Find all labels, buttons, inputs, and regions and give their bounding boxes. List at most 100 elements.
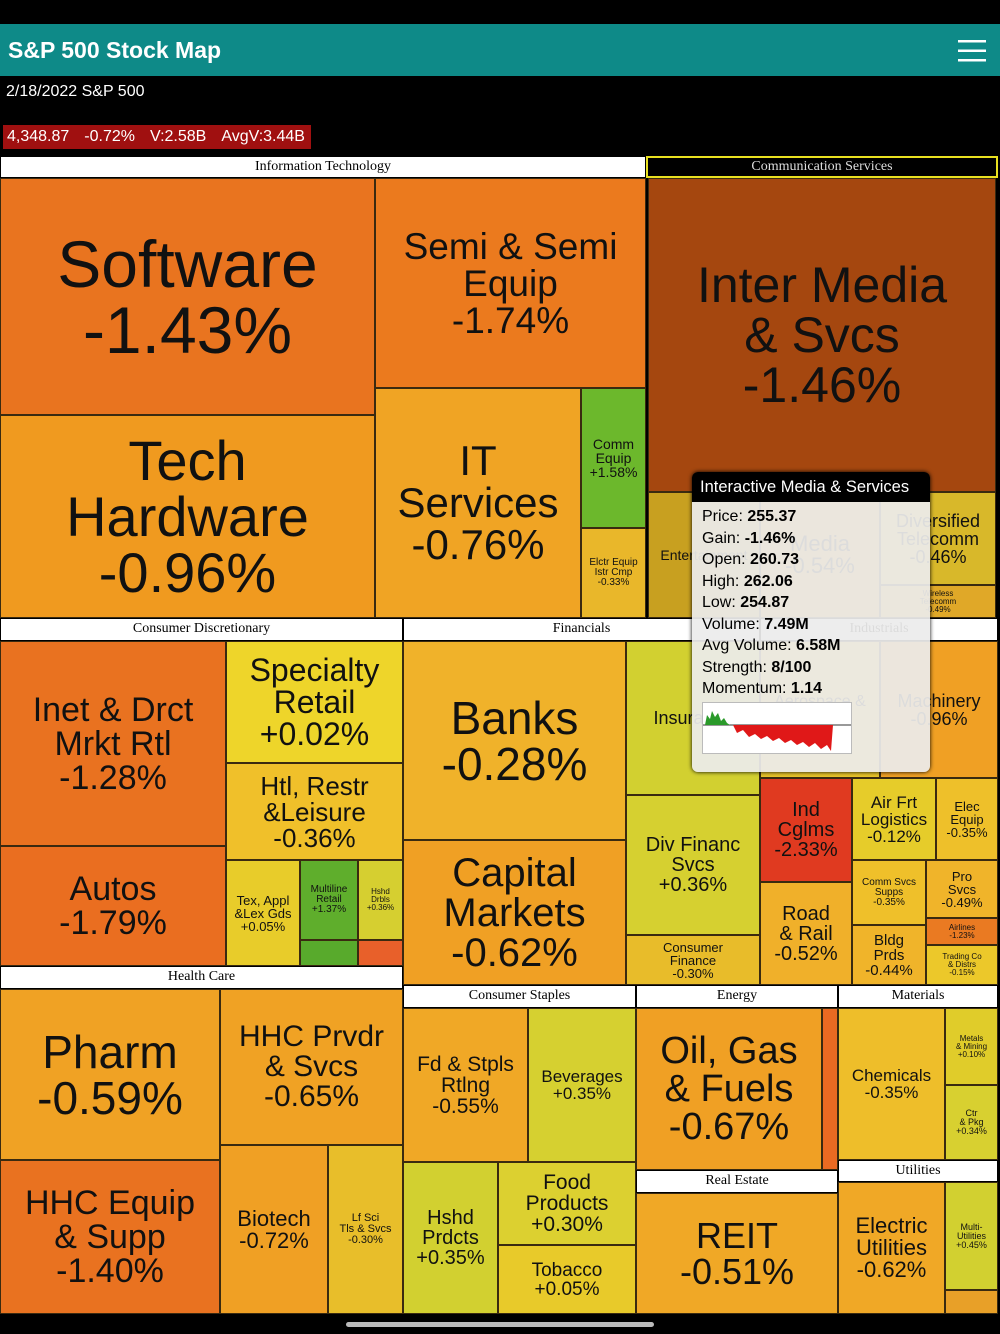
- industry-tile[interactable]: Multiline Retail +1.37%: [300, 860, 358, 940]
- tile-label: Consumer Finance: [663, 939, 723, 968]
- industry-tile[interactable]: Bldg Prds -0.44%: [852, 925, 926, 985]
- industry-tile[interactable]: Multi- Utilities +0.45%: [945, 1182, 998, 1290]
- tile-change: +0.10%: [957, 1049, 986, 1059]
- industry-tile[interactable]: Comm Equip +1.58%: [581, 388, 646, 528]
- tile-change: -0.65%: [263, 1080, 360, 1113]
- industry-tile[interactable]: Metals & Mining +0.10%: [945, 1008, 998, 1085]
- home-indicator: [346, 1322, 654, 1327]
- industry-tile[interactable]: Oil, Gas & Fuels -0.67%: [636, 1008, 822, 1170]
- industry-tile[interactable]: Air Frt Logistics -0.12%: [852, 778, 936, 860]
- industry-tile[interactable]: Hshd Drbls +0.36%: [358, 860, 403, 940]
- tooltip-row: Low: 254.87: [702, 592, 920, 614]
- industry-tile[interactable]: Autos -1.79%: [0, 846, 226, 966]
- sparkline: [702, 701, 852, 754]
- tile-label: Air Frt Logistics: [860, 792, 928, 829]
- tooltip-row: Price: 255.37: [702, 506, 920, 528]
- tile-label: HHC Prvdr & Svcs: [238, 1020, 384, 1083]
- industry-tile[interactable]: Htl, Restr &Leisure -0.36%: [226, 763, 403, 860]
- tile-label: IT Services: [397, 437, 559, 526]
- industry-tile[interactable]: Electric Utilities -0.62%: [838, 1182, 945, 1314]
- tile-change: -0.49%: [925, 604, 951, 614]
- sector-header: Financials: [403, 618, 760, 641]
- tile-change: -0.52%: [774, 942, 838, 965]
- tile-change: -0.36%: [273, 822, 356, 853]
- industry-tile[interactable]: Hshd Prdcts +0.35%: [403, 1162, 498, 1314]
- tile-label: Autos: [69, 870, 157, 908]
- industry-tile[interactable]: Tech Hardware -0.96%: [0, 415, 375, 618]
- industry-tile[interactable]: Road & Rail -0.52%: [760, 882, 852, 985]
- industry-tile[interactable]: REIT -0.51%: [636, 1193, 838, 1314]
- tile-filler: [822, 1008, 838, 1170]
- industry-tile[interactable]: Inter Media & Svcs -1.46%: [648, 178, 996, 492]
- industry-tile[interactable]: Elctr Equip Istr Cmp -0.33%: [581, 528, 646, 618]
- tooltip-title: Interactive Media & Services: [692, 472, 930, 502]
- industry-tile[interactable]: HHC Prvdr & Svcs -0.65%: [220, 989, 403, 1145]
- tooltip-value: 7.49M: [764, 615, 809, 633]
- tile-change: -0.96%: [98, 540, 277, 604]
- tile-label: Electric Utilities: [855, 1213, 928, 1260]
- index-quote: 4,348.87 -0.72% V:2.58B AvgV:3.44B: [3, 125, 311, 149]
- tile-label: Tobacco: [531, 1259, 603, 1281]
- tile-filler: [300, 940, 358, 966]
- industry-tile[interactable]: Consumer Finance -0.30%: [626, 935, 760, 985]
- tile-change: +0.45%: [956, 1239, 987, 1250]
- industry-tile[interactable]: Tobacco +0.05%: [498, 1245, 636, 1314]
- industry-tile[interactable]: Beverages +0.35%: [528, 1008, 636, 1162]
- tile-filler: [358, 940, 403, 966]
- tile-label: Div Financ Svcs: [645, 834, 741, 876]
- tile-change: +0.02%: [259, 716, 370, 752]
- tooltip-label: Price:: [702, 508, 743, 525]
- industry-tile[interactable]: Ind Cglms -2.33%: [760, 778, 852, 882]
- tile-change: -0.15%: [949, 968, 975, 977]
- tile-label: Tex, Appl &Lex Gds: [234, 892, 292, 921]
- industry-tile[interactable]: Specialty Retail +0.02%: [226, 641, 403, 763]
- tile-change: -0.55%: [432, 1094, 499, 1118]
- tile-label: Hshd Drbls: [371, 887, 390, 904]
- industry-tile[interactable]: Banks -0.28%: [403, 641, 626, 840]
- industry-tile[interactable]: Elec Equip -0.35%: [936, 778, 998, 860]
- quote-field: V:2.58B: [149, 128, 207, 145]
- tile-change: -0.51%: [679, 1250, 795, 1292]
- tile-label: Ind Cglms: [777, 799, 835, 841]
- tooltip-body: Price: 255.37 Gain: -1.46% Open: 260.73 Hig…: [692, 502, 930, 772]
- menu-button[interactable]: [956, 38, 988, 64]
- tile-change: +0.35%: [416, 1247, 485, 1269]
- industry-tile[interactable]: Trading Co & Distrs -0.15%: [926, 945, 998, 985]
- sector-header: Materials: [838, 985, 998, 1008]
- industry-tile[interactable]: HHC Equip & Supp -1.40%: [0, 1160, 220, 1314]
- tile-change: -0.67%: [668, 1106, 790, 1148]
- industry-tile[interactable]: Food Products +0.30%: [498, 1162, 636, 1245]
- tooltip-value: 260.73: [750, 551, 799, 568]
- industry-tile[interactable]: Inet & Drct Mrkt Rtl -1.28%: [0, 641, 226, 846]
- industry-tile[interactable]: Comm Svcs Supps -0.35%: [852, 860, 926, 925]
- tile-label: Bldg Prds: [873, 931, 905, 964]
- quote-field: AvgV:3.44B: [221, 128, 305, 145]
- industry-tile[interactable]: Biotech -0.72%: [220, 1145, 328, 1314]
- industry-tile[interactable]: IT Services -0.76%: [375, 388, 581, 618]
- industry-tile[interactable]: Capital Markets -0.62%: [403, 840, 626, 985]
- tile-change: +0.05%: [240, 918, 286, 934]
- industry-tile[interactable]: Semi & Semi Equip -1.74%: [375, 178, 646, 388]
- tile-change: +0.36%: [658, 874, 728, 896]
- tile-label: Specialty Retail: [249, 652, 380, 720]
- tile-change: -0.62%: [856, 1257, 927, 1282]
- industry-tile[interactable]: Pharm -0.59%: [0, 989, 220, 1160]
- industry-tile[interactable]: Chemicals -0.35%: [838, 1008, 945, 1160]
- tile-change: -0.28%: [441, 737, 588, 790]
- tooltip-value: 6.58M: [796, 637, 841, 654]
- tile-label: Food Products: [525, 1171, 609, 1215]
- industry-tile[interactable]: Software -1.43%: [0, 178, 375, 415]
- tile-change: -1.23%: [949, 930, 975, 940]
- industry-tile[interactable]: Ctr & Pkg +0.34%: [945, 1085, 998, 1160]
- industry-tile[interactable]: Div Financ Svcs +0.36%: [626, 795, 760, 935]
- tooltip-label: Avg Volume:: [702, 637, 792, 654]
- industry-tile[interactable]: Fd & Stpls Rtlng -0.55%: [403, 1008, 528, 1162]
- industry-tile[interactable]: Tex, Appl &Lex Gds +0.05%: [226, 860, 300, 966]
- industry-tile[interactable]: Pro Svcs -0.49%: [926, 860, 998, 918]
- tile-label: Pro Svcs: [947, 868, 977, 897]
- tile-label: Wireless Telecomm: [919, 588, 957, 606]
- tile-label: Comm Svcs Supps: [862, 876, 916, 898]
- industry-tile[interactable]: Airlines -1.23%: [926, 918, 998, 945]
- tile-change: +0.05%: [534, 1278, 600, 1300]
- industry-tile[interactable]: Lf Sci Tls & Svcs -0.30%: [328, 1145, 403, 1314]
